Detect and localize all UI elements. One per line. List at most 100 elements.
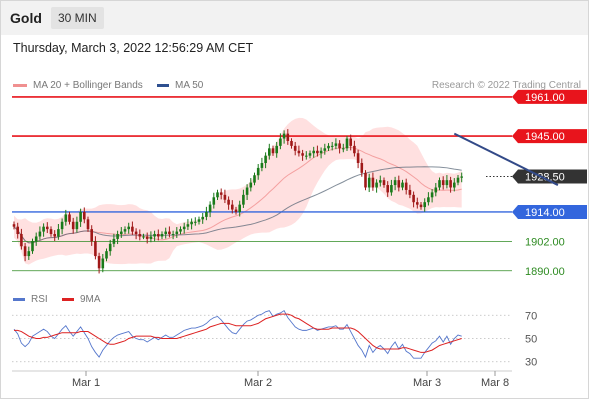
candle-body bbox=[182, 226, 186, 230]
candle bbox=[227, 196, 230, 210]
candle bbox=[57, 223, 60, 240]
candle-body bbox=[149, 236, 153, 239]
candle-body bbox=[330, 145, 334, 147]
candle bbox=[46, 222, 49, 234]
candle-body bbox=[38, 231, 42, 237]
candle-body bbox=[279, 138, 282, 146]
candle-body bbox=[34, 236, 38, 242]
candle-body bbox=[364, 172, 367, 188]
candle bbox=[449, 176, 452, 193]
candle-body bbox=[138, 234, 142, 237]
candle-body bbox=[112, 238, 116, 244]
candle-body bbox=[94, 241, 97, 257]
candle bbox=[20, 228, 23, 250]
candle-body bbox=[75, 221, 79, 230]
candle-body bbox=[71, 221, 75, 230]
candle-body bbox=[438, 180, 441, 188]
candle bbox=[149, 231, 153, 243]
candle-body bbox=[83, 211, 86, 220]
candle bbox=[160, 231, 164, 240]
rsi-tick-label: 70 bbox=[525, 310, 537, 322]
candle-body bbox=[164, 231, 167, 235]
candle bbox=[79, 208, 82, 227]
candle bbox=[68, 211, 71, 225]
candle bbox=[434, 182, 438, 197]
candle bbox=[97, 252, 101, 274]
candle bbox=[301, 149, 304, 161]
candle-body bbox=[212, 197, 216, 205]
candle bbox=[42, 223, 45, 237]
candle bbox=[112, 233, 116, 248]
candle-body bbox=[57, 229, 60, 237]
candle-body bbox=[234, 209, 238, 212]
candle-body bbox=[120, 231, 123, 235]
candle-body bbox=[249, 182, 253, 188]
candle bbox=[86, 216, 90, 232]
candle bbox=[308, 150, 312, 159]
ma50-line bbox=[13, 166, 462, 244]
candle-body bbox=[305, 155, 308, 157]
candle bbox=[182, 222, 186, 234]
candle bbox=[38, 226, 42, 240]
candle-body bbox=[419, 204, 423, 208]
candle-body bbox=[456, 177, 460, 183]
candle bbox=[282, 130, 286, 144]
candle bbox=[441, 176, 445, 190]
candle-body bbox=[334, 143, 338, 146]
candle-body bbox=[216, 192, 219, 198]
candle-body bbox=[264, 155, 267, 164]
candle-body bbox=[423, 202, 426, 208]
candle bbox=[101, 253, 105, 273]
candle-body bbox=[434, 187, 438, 193]
candle bbox=[242, 189, 245, 208]
candle-body bbox=[31, 241, 34, 252]
candle-body bbox=[349, 138, 352, 146]
candle-body bbox=[97, 256, 101, 269]
candle-body bbox=[160, 234, 164, 237]
level-tag-bg bbox=[512, 204, 587, 219]
candle-body bbox=[345, 138, 349, 149]
level-value-text: 1902.00 bbox=[525, 236, 565, 248]
candle-body bbox=[282, 133, 286, 139]
level-value-text: 1961.00 bbox=[525, 92, 565, 104]
candle-body bbox=[312, 150, 315, 154]
legend-ma20-swatch bbox=[13, 84, 27, 87]
candle bbox=[23, 242, 27, 262]
candle-body bbox=[245, 187, 249, 195]
candle-body bbox=[367, 177, 371, 188]
candle-body bbox=[131, 226, 134, 232]
candle bbox=[194, 217, 197, 226]
candle-body bbox=[219, 192, 223, 195]
timeframe-button[interactable]: 30 MIN bbox=[51, 7, 104, 29]
candle bbox=[401, 179, 404, 191]
candle-body bbox=[382, 180, 386, 186]
candle bbox=[205, 206, 208, 221]
candle bbox=[427, 192, 430, 206]
candle-body bbox=[64, 214, 68, 222]
candle bbox=[90, 225, 93, 246]
candle-body bbox=[308, 153, 312, 156]
legend-ma20-label: MA 20 + Bollinger Bands bbox=[33, 80, 143, 91]
candle-body bbox=[386, 185, 389, 193]
candle-body bbox=[231, 204, 234, 210]
candle bbox=[75, 216, 79, 233]
credit-text: Research © 2022 Trading Central bbox=[431, 80, 581, 91]
candle bbox=[208, 201, 212, 218]
candle bbox=[279, 133, 282, 150]
candle bbox=[164, 227, 167, 239]
level-value-text: 1945.00 bbox=[525, 131, 565, 143]
candle bbox=[268, 143, 271, 160]
candle bbox=[397, 175, 401, 192]
candle bbox=[379, 175, 382, 187]
candle bbox=[345, 135, 349, 152]
candle-body bbox=[168, 231, 171, 235]
candle bbox=[108, 239, 112, 256]
candle-body bbox=[441, 180, 445, 186]
candle bbox=[83, 207, 86, 224]
candle bbox=[460, 172, 463, 183]
candle-body bbox=[293, 145, 297, 151]
rsi-ma-line bbox=[14, 313, 462, 353]
candle-body bbox=[371, 177, 375, 188]
candle bbox=[386, 181, 389, 197]
candle bbox=[312, 146, 315, 158]
